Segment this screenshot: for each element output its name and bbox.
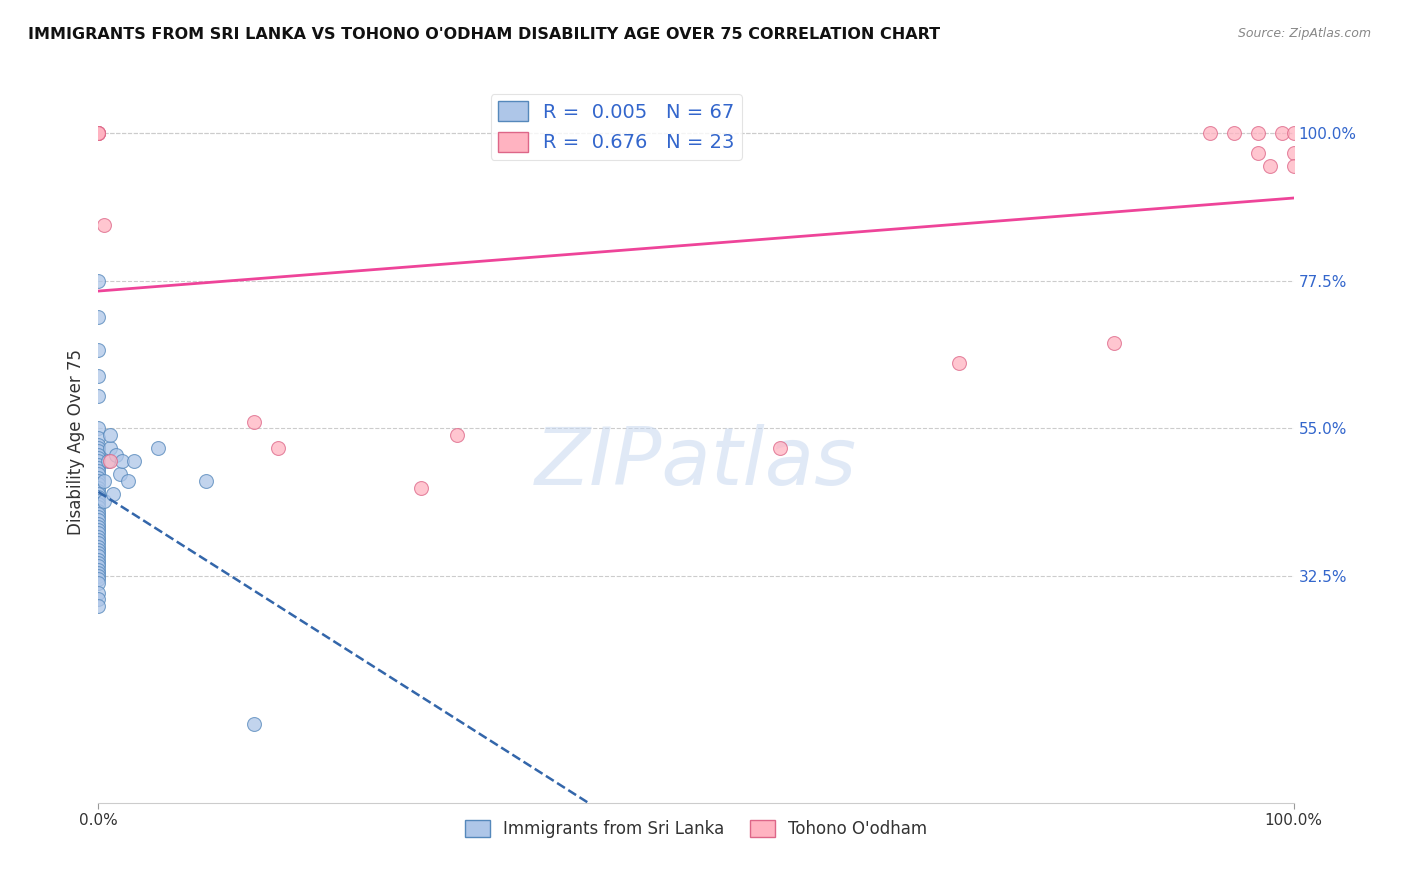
Point xyxy=(87,126,110,140)
Point xyxy=(1271,126,1294,140)
Point xyxy=(1223,126,1246,140)
Point xyxy=(1258,159,1281,173)
Point xyxy=(87,533,110,547)
Point xyxy=(1247,145,1270,160)
Point xyxy=(87,441,110,455)
Point xyxy=(87,450,110,465)
Point xyxy=(87,388,110,402)
Text: IMMIGRANTS FROM SRI LANKA VS TOHONO O'ODHAM DISABILITY AGE OVER 75 CORRELATION C: IMMIGRANTS FROM SRI LANKA VS TOHONO O'OD… xyxy=(28,27,941,42)
Point xyxy=(93,493,115,508)
Point xyxy=(117,474,139,488)
Point xyxy=(87,310,110,324)
Point xyxy=(87,523,110,537)
Point xyxy=(87,474,110,488)
Point xyxy=(411,481,433,495)
Point xyxy=(87,592,110,607)
Point xyxy=(87,563,110,577)
Point xyxy=(87,575,110,590)
Text: ZIPatlas: ZIPatlas xyxy=(534,425,858,502)
Point xyxy=(87,516,110,531)
Point xyxy=(1282,159,1305,173)
Point xyxy=(267,441,290,455)
Point xyxy=(87,559,110,574)
Point xyxy=(87,126,110,140)
Point xyxy=(108,467,131,482)
Point xyxy=(101,487,124,501)
Point xyxy=(87,431,110,445)
Point xyxy=(87,553,110,567)
Point xyxy=(87,126,110,140)
Point xyxy=(87,368,110,383)
Point xyxy=(98,454,122,468)
Point xyxy=(87,497,110,511)
Point xyxy=(148,441,170,455)
Point xyxy=(87,458,110,472)
Point xyxy=(1247,126,1270,140)
Point xyxy=(87,491,110,505)
Point xyxy=(87,493,110,508)
Point xyxy=(87,556,110,570)
Point xyxy=(93,218,115,232)
Point xyxy=(87,546,110,560)
Point xyxy=(87,444,110,458)
Point xyxy=(87,526,110,541)
Point xyxy=(87,477,110,491)
Point xyxy=(195,474,218,488)
Point xyxy=(446,428,468,442)
Point xyxy=(87,438,110,452)
Point xyxy=(1199,126,1222,140)
Point xyxy=(87,467,110,482)
Point xyxy=(87,503,110,517)
Point xyxy=(87,448,110,462)
Point xyxy=(87,421,110,435)
Point xyxy=(87,487,110,501)
Point xyxy=(87,536,110,550)
Point xyxy=(87,126,110,140)
Point xyxy=(87,573,110,587)
Point xyxy=(87,460,110,475)
Point xyxy=(87,569,110,583)
Point xyxy=(948,356,970,370)
Legend: Immigrants from Sri Lanka, Tohono O'odham: Immigrants from Sri Lanka, Tohono O'odha… xyxy=(458,814,934,845)
Point xyxy=(87,585,110,599)
Point xyxy=(124,454,146,468)
Point xyxy=(87,599,110,613)
Point xyxy=(87,540,110,554)
Point xyxy=(87,343,110,357)
Point xyxy=(93,474,115,488)
Point xyxy=(1282,145,1305,160)
Point xyxy=(87,513,110,527)
Point xyxy=(87,464,110,478)
Point xyxy=(87,481,110,495)
Point xyxy=(98,428,122,442)
Point xyxy=(105,448,128,462)
Point xyxy=(1282,126,1305,140)
Point xyxy=(1104,336,1126,351)
Point xyxy=(87,520,110,534)
Text: Source: ZipAtlas.com: Source: ZipAtlas.com xyxy=(1237,27,1371,40)
Point xyxy=(87,483,110,498)
Point xyxy=(98,441,122,455)
Point xyxy=(87,549,110,564)
Point xyxy=(87,507,110,521)
Point xyxy=(111,454,134,468)
Point xyxy=(87,566,110,580)
Point xyxy=(87,530,110,544)
Point xyxy=(243,717,266,731)
Point xyxy=(87,126,110,140)
Point xyxy=(87,274,110,288)
Point xyxy=(87,542,110,557)
Point xyxy=(87,471,110,485)
Point xyxy=(97,454,120,468)
Point xyxy=(87,454,110,468)
Point xyxy=(768,441,790,455)
Point xyxy=(243,415,266,429)
Point xyxy=(87,510,110,524)
Point xyxy=(87,500,110,515)
Y-axis label: Disability Age Over 75: Disability Age Over 75 xyxy=(66,349,84,534)
